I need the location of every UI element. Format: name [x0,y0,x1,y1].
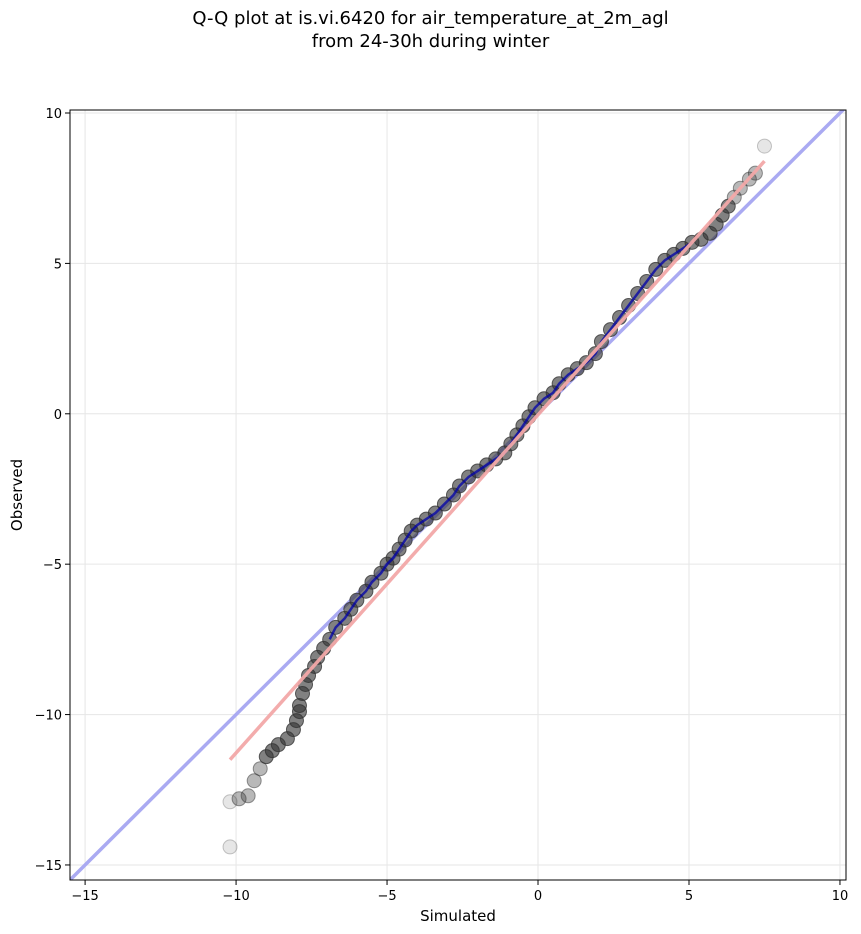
y-axis-label: Observed [8,459,26,531]
x-tick-label: 0 [534,889,542,904]
chart-title-line-1: Q-Q plot at is.vi.6420 for air_temperatu… [192,8,669,29]
y-axis-ticks: −15 −10 −5 0 5 10 [35,107,70,874]
data-point [252,761,268,777]
y-tick-label: 0 [54,408,62,423]
plot-frame [69,109,847,881]
x-tick-label: −15 [71,889,98,904]
data-point [756,138,772,154]
y-tick-label: −5 [43,558,62,573]
x-axis-label: Simulated [420,907,496,925]
y-tick-label: 10 [45,107,62,122]
x-tick-label: 5 [685,889,693,904]
x-tick-label: −5 [377,889,396,904]
x-axis-ticks: −15 −10 −5 0 5 10 [71,880,848,904]
plot-area [70,110,846,880]
y-tick-label: 5 [54,257,62,272]
data-point [240,788,256,804]
y-tick-label: −15 [35,859,62,874]
data-point [231,791,247,807]
data-point [222,794,238,810]
x-tick-label: −10 [222,889,249,904]
x-tick-label: 10 [832,889,849,904]
data-point [222,839,238,855]
chart-title-line-2: from 24-30h during winter [311,31,550,52]
fit-line [228,159,766,761]
y-tick-label: −10 [35,709,62,724]
data-point [246,773,262,789]
